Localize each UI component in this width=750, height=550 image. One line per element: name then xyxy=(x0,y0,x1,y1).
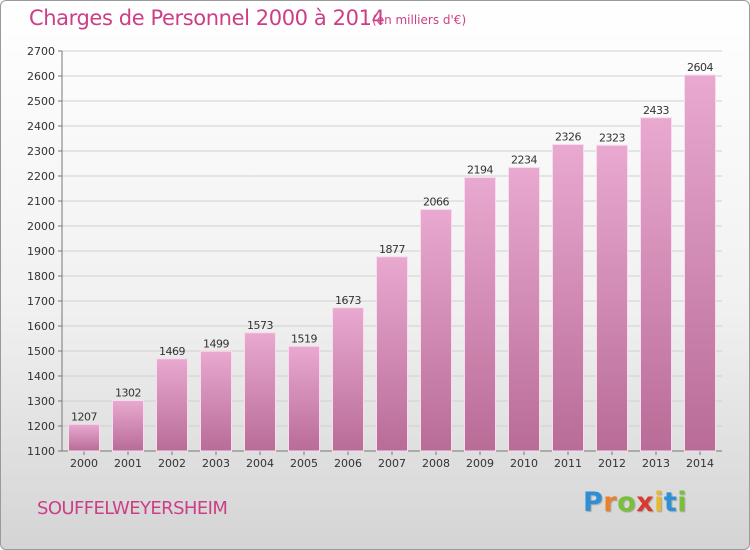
y-tick-label: 1300 xyxy=(27,395,55,408)
bar-2012 xyxy=(596,144,628,452)
data-label-2001: 1302 xyxy=(115,387,141,400)
data-label-2011: 2326 xyxy=(555,131,581,144)
x-tick-label-2003: 2003 xyxy=(202,457,230,470)
data-label-2007: 1877 xyxy=(379,243,405,256)
data-label-2000: 1207 xyxy=(71,410,97,423)
bar-2005 xyxy=(288,345,320,452)
y-tick-label: 1700 xyxy=(27,295,55,308)
bar-2002 xyxy=(156,358,188,452)
data-label-2014: 2604 xyxy=(687,61,713,74)
y-tick-label: 2600 xyxy=(27,70,55,83)
y-tick-label: 1100 xyxy=(27,445,55,458)
bar-2004 xyxy=(244,332,276,452)
data-label-2002: 1469 xyxy=(159,345,185,358)
x-tick-label-2000: 2000 xyxy=(70,457,98,470)
x-tick-label-2006: 2006 xyxy=(334,457,362,470)
chart-title: Charges de Personnel 2000 à 2014 xyxy=(29,6,385,30)
x-tick-label-2011: 2011 xyxy=(554,457,582,470)
logo-letter: t xyxy=(663,487,678,518)
bar-2006 xyxy=(332,307,364,452)
data-label-2005: 1519 xyxy=(291,332,317,345)
bar-2003 xyxy=(200,350,232,452)
y-tick-label: 1900 xyxy=(27,245,55,258)
data-label-2009: 2194 xyxy=(467,164,493,177)
y-tick-label: 2000 xyxy=(27,220,55,233)
y-tick-label: 2700 xyxy=(27,45,55,58)
bar-2001 xyxy=(112,400,144,452)
logo-letter: r xyxy=(603,487,618,518)
bar-2008 xyxy=(420,209,452,452)
x-tick-label-2013: 2013 xyxy=(642,457,670,470)
bar-2014 xyxy=(684,74,716,452)
data-label-2013: 2433 xyxy=(643,104,669,117)
bar-2010 xyxy=(508,167,540,452)
y-tick-label: 2100 xyxy=(27,195,55,208)
x-tick-label-2002: 2002 xyxy=(158,457,186,470)
data-label-2004: 1573 xyxy=(247,319,273,332)
logo-letter: x xyxy=(636,487,655,518)
commune-name: SOUFFELWEYERSHEIM xyxy=(37,498,228,519)
logo-letter: P xyxy=(583,487,604,518)
axis-layer: 1100 1200 1300 1400 1500 1600 1700 1800 1900 2000… xyxy=(27,45,722,470)
logo-letter: i xyxy=(677,487,688,518)
data-label-2012: 2323 xyxy=(599,131,625,144)
bar-2000 xyxy=(68,423,100,452)
y-tick-label: 1400 xyxy=(27,370,55,383)
y-tick-label: 1200 xyxy=(27,420,55,433)
logo-letter: i xyxy=(654,487,664,518)
x-tick-label-2007: 2007 xyxy=(378,457,406,470)
bar-2009 xyxy=(464,177,496,452)
x-tick-label-2012: 2012 xyxy=(598,457,626,470)
x-tick-label-2004: 2004 xyxy=(246,457,274,470)
x-tick-label-2005: 2005 xyxy=(290,457,318,470)
y-tick-label: 2200 xyxy=(27,170,55,183)
logo-letter: o xyxy=(617,487,637,518)
data-label-2003: 1499 xyxy=(203,337,229,350)
data-label-2010: 2234 xyxy=(511,154,537,167)
data-label-2006: 1673 xyxy=(335,294,361,307)
x-tick-label-2014: 2014 xyxy=(686,457,714,470)
label-layer: 1207 1302 1469 1499 1573 1519 1673 1877 2066 2194… xyxy=(71,61,714,423)
bar-2007 xyxy=(376,256,408,452)
y-tick-label: 2400 xyxy=(27,120,55,133)
bar-2011 xyxy=(552,144,584,452)
y-tick-label: 2300 xyxy=(27,145,55,158)
x-tick-label-2010: 2010 xyxy=(510,457,538,470)
y-tick-label: 1600 xyxy=(27,320,55,333)
x-tick-label-2001: 2001 xyxy=(114,457,142,470)
data-label-2008: 2066 xyxy=(423,196,449,209)
y-tick-label: 1500 xyxy=(27,345,55,358)
chart-subtitle: (en milliers d'€) xyxy=(372,13,467,27)
x-tick-label-2009: 2009 xyxy=(466,457,494,470)
y-tick-label: 2500 xyxy=(27,95,55,108)
proxiti-logo[interactable]: Proxiti xyxy=(583,487,687,518)
x-tick-label-2008: 2008 xyxy=(422,457,450,470)
y-tick-label: 1800 xyxy=(27,270,55,283)
bar-2013 xyxy=(640,117,672,452)
bar-layer xyxy=(68,74,716,452)
